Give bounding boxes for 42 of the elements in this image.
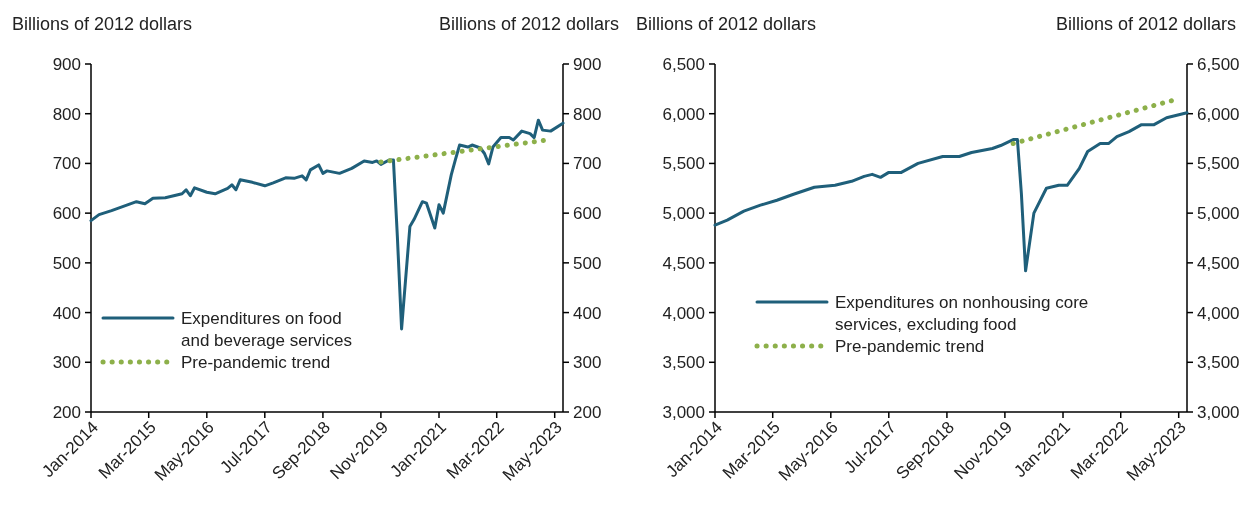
y2-tick-label: 3,000 [1197,402,1240,422]
y-tick-label: 900 [52,54,81,74]
line-series [89,118,565,331]
y-axis-title: Billions of 2012 dollars [636,14,817,34]
y2-tick-label: 200 [573,402,602,422]
y2-tick-label: 300 [573,353,602,373]
y2-tick-label: 900 [573,54,602,74]
y-tick-label: 6,000 [662,104,705,124]
y-tick-label: 700 [52,154,81,174]
y2-tick-label: 5,000 [1197,204,1240,224]
y-tick-label: 500 [52,253,81,273]
legend-label: Pre-pandemic trend [181,352,331,372]
y2-tick-label: 3,500 [1197,353,1240,373]
y2-tick-label: 700 [573,154,602,174]
y-tick-label: 600 [52,204,81,224]
y2-tick-label: 500 [573,253,602,273]
y2-tick-label: 6,000 [1197,104,1240,124]
y-tick-label: 400 [52,303,81,323]
legend-label: Pre-pandemic trend [835,336,985,356]
y2-tick-label: 4,500 [1197,253,1240,273]
y-tick-label: 5,500 [662,154,705,174]
y-tick-label: 6,500 [662,54,705,74]
y-tick-label: 800 [52,104,81,124]
line-series [713,111,1189,273]
y2-tick-label: 600 [573,204,602,224]
y-axis-title: Billions of 2012 dollars [12,14,193,34]
y2-tick-label: 400 [573,303,602,323]
legend-label: Expenditures on food and beverage services [181,308,353,350]
y-tick-label: 5,000 [662,204,705,224]
legend-label: Expenditures on nonhousing core services, excluding food [835,292,1089,334]
y2-tick-label: 5,500 [1197,154,1240,174]
y2-tick-label: 6,500 [1197,54,1240,74]
y2-tick-label: 4,000 [1197,303,1240,323]
y2-axis-title: Billions of 2012 dollars [1055,14,1236,34]
y-tick-label: 3,000 [662,402,705,422]
y2-tick-label: 800 [573,104,602,124]
y2-axis-title: Billions of 2012 dollars [438,14,619,34]
y-tick-label: 4,000 [662,303,705,323]
y-tick-label: 4,500 [662,253,705,273]
y-tick-label: 200 [52,402,81,422]
y-tick-label: 3,500 [662,353,705,373]
y-tick-label: 300 [52,353,81,373]
